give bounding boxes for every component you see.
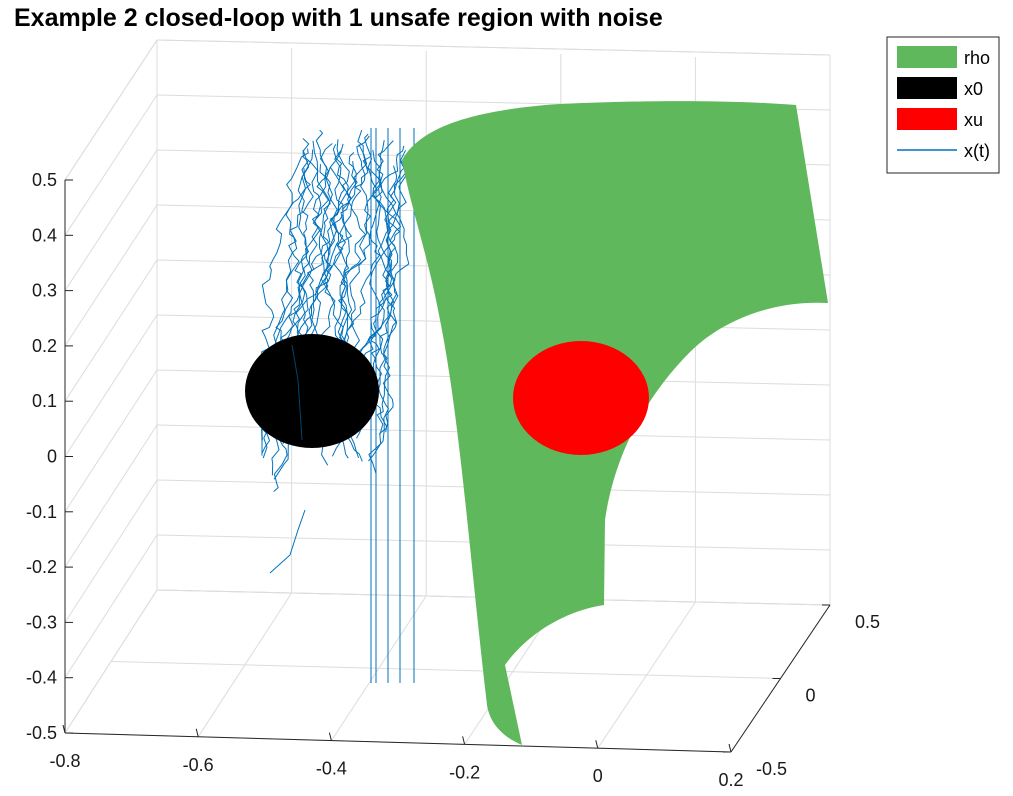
box-edge-back-top	[156, 39, 831, 56]
legend-label-xu: xu	[964, 110, 983, 130]
grid-line-z-side	[64, 149, 158, 291]
z-tick-label: 0.2	[32, 336, 57, 356]
z-tick-label: 0.4	[32, 225, 57, 245]
xu-disk	[513, 341, 649, 455]
y-axis	[730, 604, 831, 753]
trajectory-line	[368, 150, 410, 462]
grid-line-z-side	[64, 369, 158, 513]
grid-line-z-side	[64, 314, 158, 457]
grid-line-z-side	[64, 259, 158, 402]
chart-title: Example 2 closed-loop with 1 unsafe regi…	[14, 4, 663, 32]
tick-labels: 0.5 0.4 0.3 0.2 0.1 0 -0.1 -0.2 -0.3 -0.4 -0.5 -0.8…	[26, 170, 880, 790]
y-tick-label: -0.5	[756, 759, 787, 779]
z-tick-label: -0.5	[26, 723, 57, 743]
x0-disk	[245, 334, 379, 448]
x-tick-label: 0.2	[718, 770, 743, 790]
x-tick-mark	[195, 728, 199, 737]
grid-line-z-side	[64, 479, 158, 623]
x-tick-label: -0.6	[183, 755, 214, 775]
z-tick-label: 0.1	[32, 391, 57, 411]
x-tick-mark	[462, 736, 466, 745]
x-tick-mark	[728, 743, 732, 753]
z-tick-label: -0.3	[26, 612, 57, 632]
x-tick-mark	[595, 740, 599, 749]
grid-line-z-side	[64, 94, 158, 236]
y-tick-label: 0.5	[855, 612, 880, 632]
box-edge-top-left	[64, 39, 158, 181]
legend-swatch-x0	[897, 77, 957, 99]
disks	[245, 334, 649, 455]
z-tick-label: 0	[47, 447, 57, 467]
z-tick-label: 0.5	[32, 170, 57, 190]
legend-label-x0: x0	[964, 79, 983, 99]
trajectory-line	[273, 164, 333, 492]
legend-swatch-xu	[897, 108, 957, 130]
x-tick-label: 0	[593, 766, 603, 786]
grid-line-y-floor	[110, 661, 781, 679]
x-tick-label: -0.2	[449, 762, 480, 782]
trajectory-line	[372, 140, 395, 433]
z-tick-label: -0.4	[26, 668, 57, 688]
trajectory-line	[269, 509, 306, 574]
legend-swatch-rho	[897, 46, 957, 68]
x-tick-label: -0.8	[49, 751, 80, 771]
trajectory-over-x0	[291, 344, 303, 441]
x-tick-mark	[328, 732, 332, 741]
legend-label-x(t): x(t)	[964, 141, 990, 161]
axes	[62, 179, 831, 753]
grid-line-z-side	[64, 204, 158, 347]
legend: rho x0 xu x(t)	[886, 36, 1000, 174]
y-tick-label: 0	[806, 686, 816, 706]
z-tick-label: -0.2	[26, 557, 57, 577]
x-tick-label: -0.4	[316, 759, 347, 779]
grid-line-z-side	[64, 534, 158, 678]
x-axis	[64, 732, 732, 753]
grid-line-z-side	[64, 424, 158, 568]
legend-label-rho: rho	[964, 48, 990, 68]
z-tick-label: 0.3	[32, 281, 57, 301]
z-tick-label: -0.1	[26, 502, 57, 522]
